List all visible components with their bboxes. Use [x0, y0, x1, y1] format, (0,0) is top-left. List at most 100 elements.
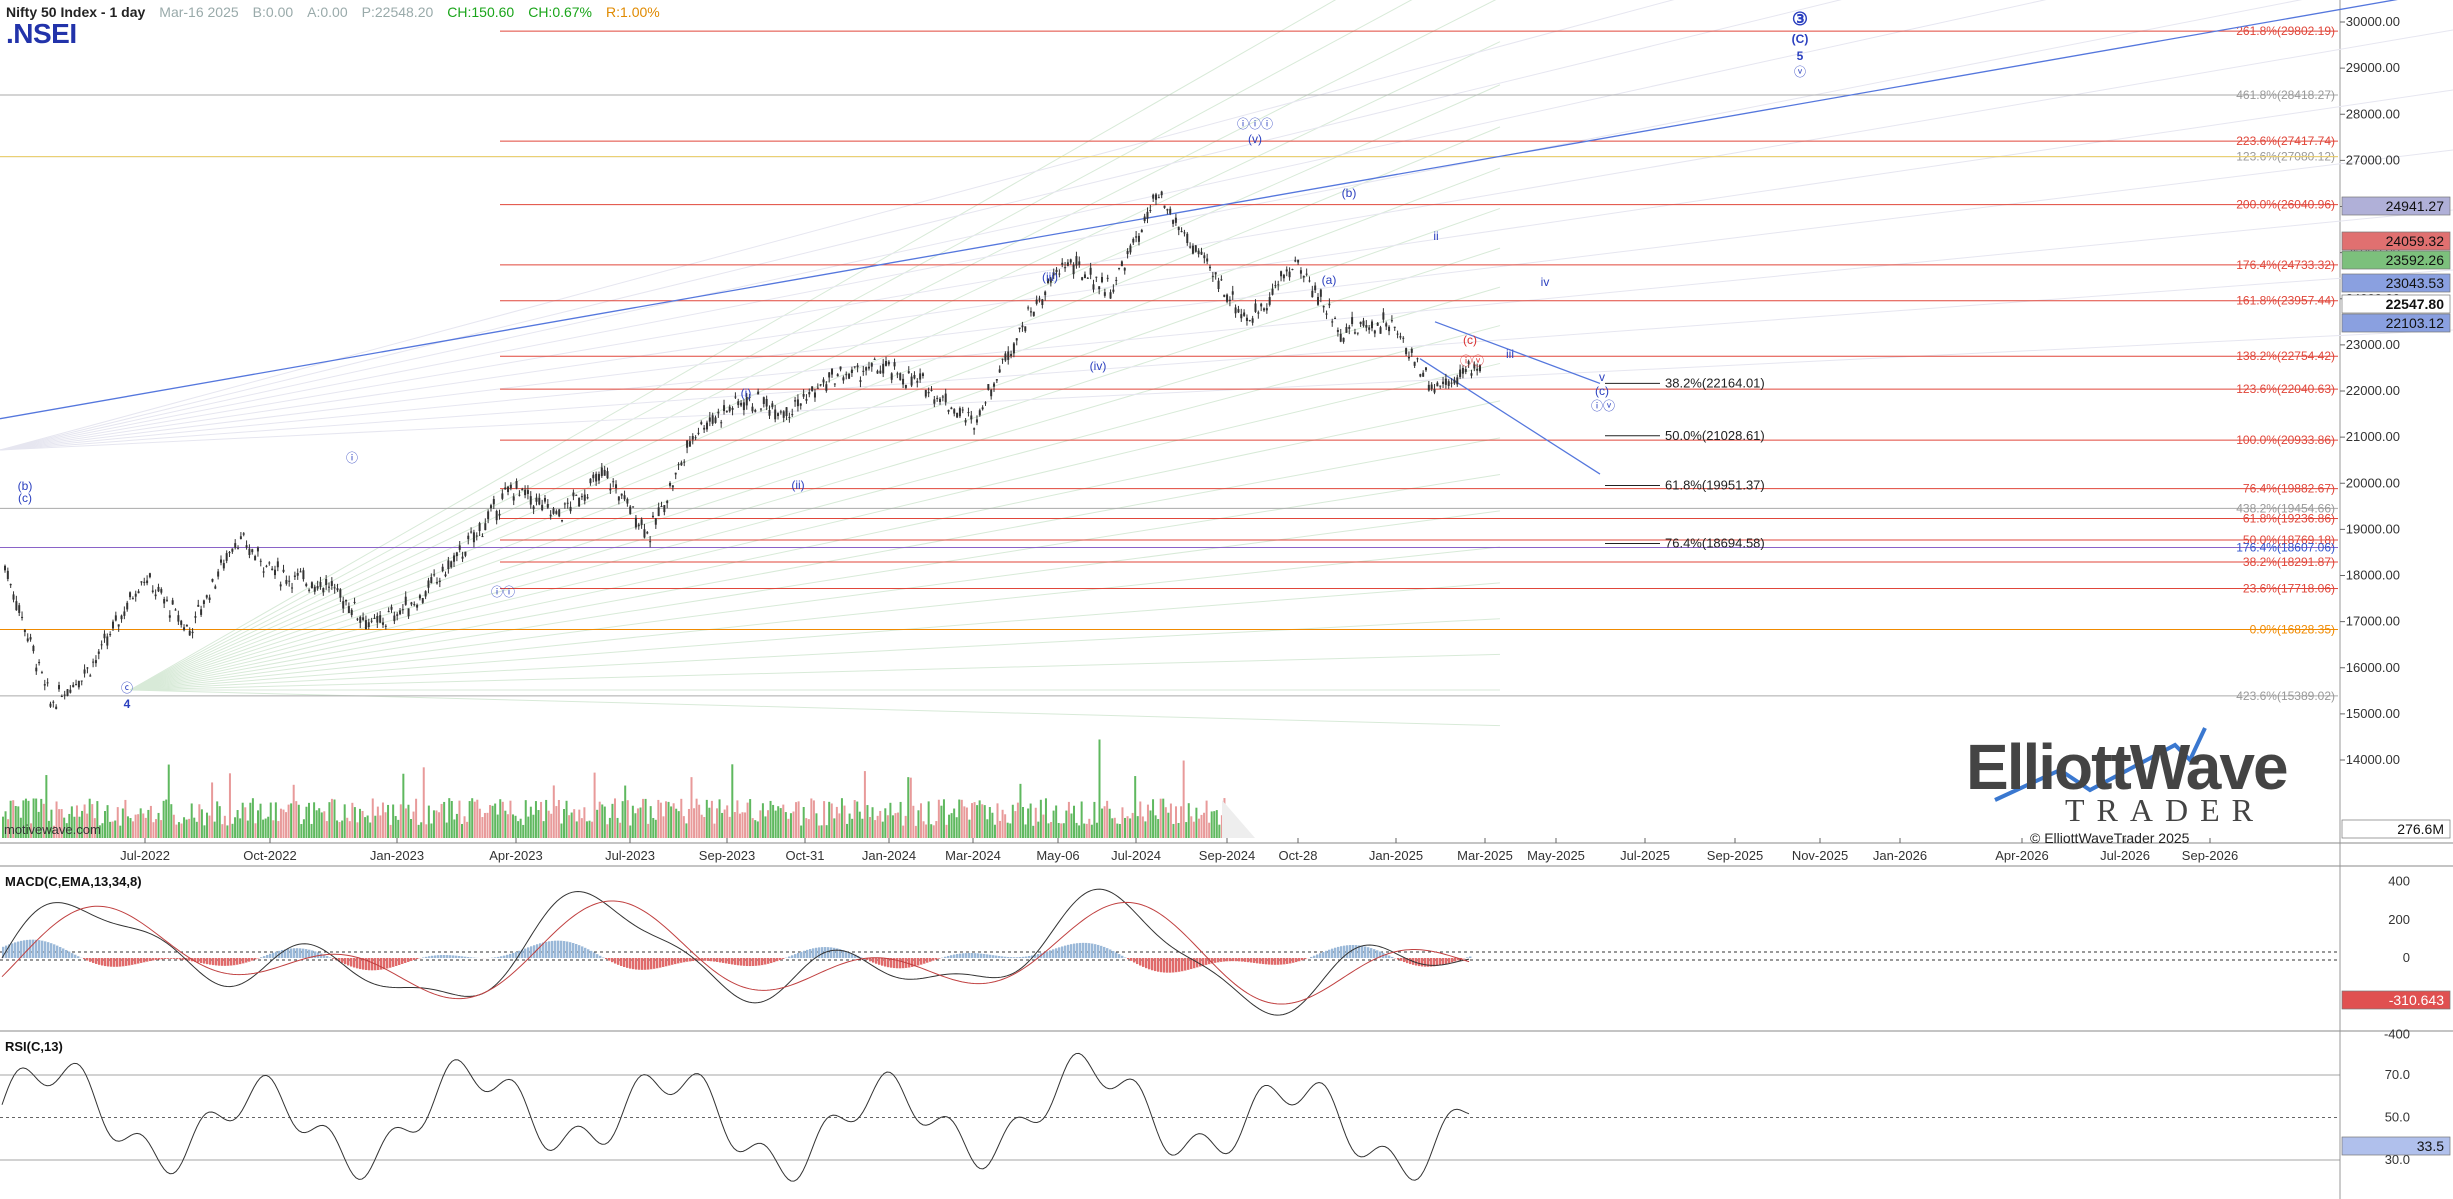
volume-bar — [305, 806, 308, 838]
candle-body — [1433, 389, 1436, 393]
header-price: P:22548.20 — [361, 4, 434, 20]
volume-bar — [583, 807, 586, 838]
macd-hist-bar — [803, 950, 806, 958]
candle-body — [1092, 284, 1095, 290]
candle-body — [586, 497, 589, 499]
candle-body — [1027, 307, 1030, 309]
volume-bar — [920, 803, 922, 838]
candle-body — [671, 485, 674, 488]
macd-hist-bar — [809, 949, 812, 958]
macd-hist-bar — [563, 941, 566, 958]
macd-hist-bar — [758, 958, 761, 966]
candle-body — [543, 497, 546, 502]
volume-bar — [891, 815, 894, 838]
candle-body — [845, 374, 848, 376]
volume-bar — [1187, 803, 1190, 838]
volume-bar — [636, 808, 639, 838]
candle-body — [57, 685, 60, 690]
macd-hist-bar — [527, 947, 530, 958]
candle-body — [202, 600, 205, 604]
candle-body — [1461, 368, 1464, 374]
volume-bar — [348, 821, 351, 838]
volume-bar — [450, 800, 453, 838]
volume-bar — [904, 815, 907, 838]
macd-hist-bar — [362, 958, 365, 970]
y-tick-label: 27000.00 — [2346, 152, 2400, 167]
fib-label: 100.0%(20933.86) — [2236, 433, 2335, 447]
candle-body — [791, 414, 794, 416]
candle-body — [975, 419, 978, 423]
candle-body — [663, 505, 666, 513]
macd-hist-bar — [953, 954, 956, 958]
volume-bar — [170, 804, 173, 838]
candle-body — [512, 496, 515, 501]
x-tick-label: Oct-28 — [1278, 848, 1317, 863]
candle-body — [265, 565, 268, 567]
macd-hist-bar — [722, 958, 725, 963]
macd-hist-bar — [368, 958, 371, 971]
volume-bar — [784, 812, 787, 838]
volume-bar — [356, 822, 359, 838]
volume-bar — [976, 805, 979, 838]
candle-body — [1064, 267, 1067, 269]
candle-body — [185, 624, 188, 627]
volume-bar — [953, 808, 956, 838]
macd-hist-bar — [173, 958, 176, 959]
volume-bar — [721, 812, 724, 838]
macd-hist-bar — [794, 954, 797, 958]
macd-hist-bar — [980, 953, 983, 958]
fan-line — [129, 362, 1501, 691]
volume-bar — [1213, 811, 1216, 838]
fan-line — [129, 0, 1497, 691]
candle-body — [1211, 275, 1214, 277]
candle-body — [1243, 312, 1246, 316]
candle-body — [816, 387, 819, 389]
candle-body — [38, 661, 41, 664]
volume-bar — [815, 813, 818, 838]
macd-hist-bar — [731, 958, 734, 965]
macd-hist-bar — [1445, 958, 1448, 965]
chart-title: Nifty 50 Index - 1 day — [6, 4, 146, 20]
fib-label: 461.8%(28418.27) — [2236, 88, 2335, 102]
volume-bar — [805, 818, 808, 838]
volume-bar — [965, 807, 968, 838]
volume-bar — [858, 811, 861, 838]
volume-bar — [65, 823, 68, 838]
volume-bar — [12, 800, 15, 838]
volume-bar — [152, 822, 155, 838]
volume-bar — [945, 824, 948, 838]
macd-hist-bar — [908, 958, 911, 968]
candle-body — [444, 574, 447, 577]
wave-label: ⓘⓥ — [1591, 399, 1615, 413]
volume-bar — [88, 798, 91, 838]
macd-hist-bar — [1082, 942, 1085, 958]
candle-body — [291, 587, 294, 589]
volume-bar — [881, 821, 884, 838]
candle-body — [890, 373, 893, 380]
candle-body — [450, 561, 453, 568]
volume-bar — [157, 812, 160, 838]
volume-bar — [496, 814, 499, 838]
volume-bar — [1085, 823, 1088, 838]
volume-bar — [42, 803, 45, 838]
volume-bar — [988, 807, 991, 838]
candle-body — [1450, 382, 1453, 384]
candle-body — [654, 518, 657, 525]
volume-bar — [1088, 818, 1091, 838]
candle-body — [1115, 279, 1118, 281]
candle-body — [1226, 294, 1229, 302]
candle-body — [427, 580, 430, 588]
fan-line — [129, 618, 1501, 691]
candle-body — [310, 582, 313, 589]
volume-bar — [489, 805, 492, 838]
macd-hist-bar — [215, 958, 218, 966]
candle-body — [705, 422, 708, 430]
wave-label: ii — [1433, 229, 1438, 243]
volume-bar — [162, 800, 165, 838]
candle-body — [1379, 327, 1382, 334]
macd-hist-bar — [284, 949, 287, 958]
volume-bar — [486, 812, 489, 838]
volume-bar — [466, 821, 469, 838]
volume-bar — [993, 824, 996, 838]
candle-body — [822, 379, 825, 383]
